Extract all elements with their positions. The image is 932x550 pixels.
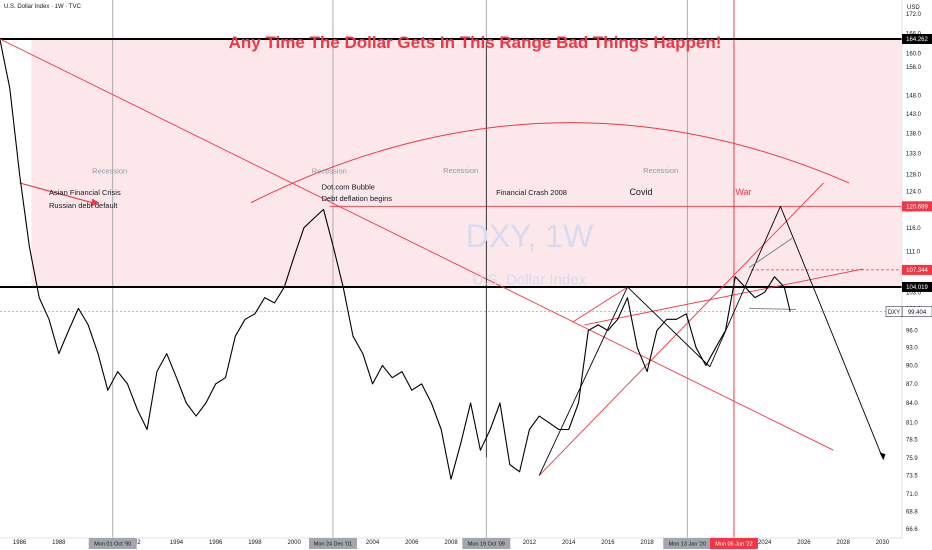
- y-tick-label: 75.9: [906, 456, 918, 462]
- pointer-arrowhead: [91, 198, 100, 207]
- date-marker-badge: [88, 538, 137, 549]
- x-tick-label: 2026: [797, 540, 811, 546]
- y-tick-label: 87.0: [906, 382, 918, 388]
- y-tick-label: 73.5: [906, 473, 918, 479]
- downtrend-line: [0, 38, 834, 451]
- x-tick-label: 2012: [523, 540, 537, 546]
- symbol-tag: [885, 306, 903, 317]
- level-badge: [902, 264, 932, 275]
- date-marker-badge: [663, 538, 712, 549]
- level-badge: [902, 281, 932, 292]
- level-badge-label: 164.262: [906, 37, 928, 43]
- y-tick-label: 124.0: [906, 190, 922, 196]
- headline: Any Time The Dollar Gets In This Range B…: [229, 33, 722, 52]
- event-label: Asian Financial Crisis: [49, 188, 121, 197]
- y-tick-label: 128.0: [906, 172, 922, 178]
- x-tick-label: 92: [134, 540, 141, 546]
- y-tick-label: 111.0: [906, 250, 921, 256]
- y-tick-label: 133.0: [906, 152, 922, 158]
- x-tick-label: 2016: [601, 540, 615, 546]
- y-tick-label: 81.0: [906, 421, 918, 427]
- date-marker-badge: [462, 538, 511, 549]
- range-zone: [31, 39, 903, 287]
- x-tick-label: 1996: [209, 540, 223, 546]
- symbol-header: U.S. Dollar Index · 1W · TVC: [4, 4, 81, 10]
- y-tick-label: 103.0: [906, 290, 922, 296]
- y-tick-label: 138.0: [906, 132, 922, 138]
- event-label: Dot.com Bubble: [322, 182, 375, 191]
- x-tick-label: 2018: [640, 540, 654, 546]
- x-tick-label: 1988: [52, 540, 66, 546]
- y-tick-label: 71.0: [906, 492, 918, 498]
- y-tick-label: 84.0: [906, 401, 918, 407]
- price-zone: [31, 39, 903, 287]
- level-badge-label: 99.404: [908, 310, 927, 316]
- date-marker-badge: [709, 538, 758, 549]
- y-tick-label: 96.0: [906, 329, 918, 335]
- event-label: Russian debt default: [49, 201, 118, 210]
- price-line: [0, 39, 791, 480]
- watermark-name: U.S. Dollar Index: [473, 271, 587, 288]
- move-line: [538, 286, 628, 476]
- y-tick-label: 78.5: [906, 438, 918, 444]
- flag-line: [749, 307, 797, 310]
- x-tick-label: 2006: [405, 540, 419, 546]
- y-tick-label: 172.0: [906, 12, 922, 18]
- symbol-tag-label: DXY: [888, 310, 900, 316]
- recession-label: Recession: [92, 167, 127, 176]
- x-tick-label: 1998: [248, 540, 262, 546]
- x-tick-label: 2028: [836, 540, 850, 546]
- level-badge-label: 107.344: [906, 268, 928, 274]
- x-tick-label: 2030: [876, 540, 890, 546]
- pointer-arrow-line: [19, 182, 93, 204]
- projection-line: [780, 206, 883, 458]
- x-tick-label: 2004: [366, 540, 380, 546]
- x-tick-label: 2008: [444, 540, 458, 546]
- y-tick-label: 116.0: [906, 226, 921, 232]
- event-label: Covid: [629, 187, 652, 197]
- y-axis-unit: USD: [907, 5, 920, 11]
- date-marker-badge: [308, 538, 357, 549]
- x-tick-label: 2014: [562, 540, 576, 546]
- projection-arrowhead: [879, 452, 886, 461]
- date-marker-label: Mon 24 Dec '01: [314, 542, 352, 548]
- text-annotations: DXY, 1W U.S. Dollar Index Any Time The Dol…: [49, 33, 751, 288]
- y-tick-label: 156.0: [906, 65, 922, 71]
- event-label: War: [735, 187, 751, 197]
- channel-connector: [572, 286, 628, 323]
- y-tick-label: 68.8: [906, 509, 918, 515]
- y-tick-label: 90.0: [906, 364, 918, 370]
- event-label: Financial Crash 2008: [496, 188, 567, 197]
- level-badge: [902, 34, 932, 45]
- recession-label: Recession: [643, 166, 678, 175]
- y-tick-label: 160.0: [906, 51, 922, 57]
- level-badge-label: 120.689: [906, 204, 928, 210]
- watermark-ticker: DXY, 1W: [466, 218, 594, 254]
- x-tick-label: 1994: [170, 540, 184, 546]
- flag-line: [748, 237, 793, 268]
- recession-label: Recession: [312, 167, 347, 176]
- uptrend-channel-line: [538, 182, 824, 476]
- date-marker-label: Mon 06 Jun '22: [715, 542, 752, 548]
- date-marker-label: Mon 01 Oct '90: [94, 542, 131, 548]
- y-tick-label: 66.6: [906, 527, 918, 533]
- x-tick-label: 1986: [13, 540, 27, 546]
- level-badge: [902, 201, 932, 212]
- y-tick-label: 93.0: [906, 346, 918, 352]
- y-tick-label: 148.0: [906, 94, 922, 100]
- drawings: [0, 38, 902, 476]
- x-tick-label: 2000: [287, 540, 301, 546]
- cycle-arc: [250, 122, 850, 204]
- recession-label: Recession: [443, 166, 478, 175]
- y-tick-label: 143.0: [906, 112, 922, 118]
- event-label: Debt deflation begins: [322, 194, 393, 203]
- price-series: [0, 39, 791, 480]
- date-marker-label: Mon 13 Jan '20: [669, 542, 706, 548]
- level-badge-label: 104.019: [906, 285, 928, 291]
- move-line: [627, 286, 711, 368]
- date-marker-label: Mon 19 Oct '09: [468, 542, 505, 548]
- x-tick-label: 2024: [758, 540, 772, 546]
